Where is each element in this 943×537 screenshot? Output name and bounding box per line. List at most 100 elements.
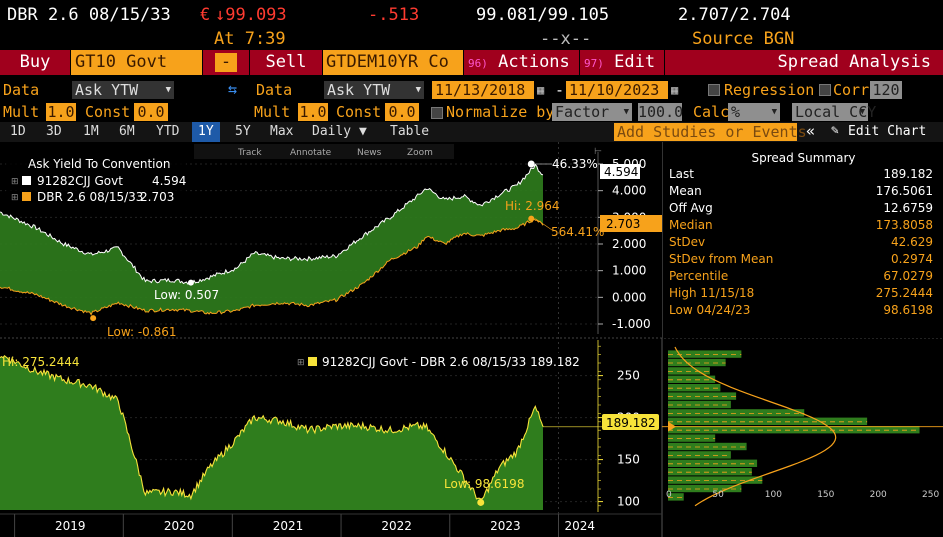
hist-xtick-label: 50: [712, 490, 724, 500]
histogram-bar: [668, 468, 752, 476]
tab-max[interactable]: Max: [270, 124, 294, 139]
tab-ytd[interactable]: YTD: [156, 124, 180, 139]
tab-5y[interactable]: 5Y: [235, 124, 251, 139]
expand-icon[interactable]: ⊞: [297, 358, 305, 368]
edit-menu[interactable]: 97) Edit ▾: [580, 50, 676, 75]
sell-button[interactable]: Sell: [250, 50, 322, 75]
summary-label: StDev: [669, 235, 706, 249]
summary-value: 42.629: [891, 235, 933, 249]
chevron-down-icon: ▼: [165, 85, 171, 95]
expand-icon[interactable]: ⊞: [11, 193, 19, 203]
edit-chart-button[interactable]: Edit Chart: [848, 124, 927, 139]
pencil-icon: ✎: [831, 123, 839, 138]
normalize-checkbox[interactable]: [431, 107, 443, 119]
tool-zoom[interactable]: Zoom: [407, 148, 433, 158]
ytick-label: 250: [617, 369, 640, 383]
calc-select[interactable]: % ▼: [728, 103, 780, 121]
last-price: ↓99.093: [215, 5, 287, 25]
lower-hi: Hi: 275.2444: [2, 355, 79, 369]
edit-number: 97): [584, 57, 604, 70]
summary-label: Median: [669, 218, 713, 232]
quote-subheader: At 7:39 --x-- Source BGN: [0, 28, 943, 50]
bid-ask: 99.081/99.105: [476, 5, 610, 25]
histogram-bar: [668, 400, 731, 409]
const1-input[interactable]: 0.0: [134, 103, 168, 121]
tab-1m[interactable]: 1M: [83, 124, 99, 139]
buy-button[interactable]: Buy: [0, 50, 70, 75]
quote-header: DBR 2.6 08/15/33 € ↓99.093 -.513 99.081/…: [0, 0, 943, 28]
tab-1d[interactable]: 1D: [10, 124, 26, 139]
tab-3d[interactable]: 3D: [46, 124, 62, 139]
hist-xtick-label: 200: [870, 490, 887, 500]
currency-select[interactable]: Local CCY ▼: [792, 103, 876, 121]
chevron-down-icon: ▼: [859, 107, 865, 117]
histogram-bar: [668, 367, 710, 375]
upper-legend-box: [6, 154, 186, 206]
summary-value: 176.5061: [875, 184, 933, 198]
data2-select[interactable]: Ask YTW ▼: [324, 81, 424, 99]
normalize-factor-input[interactable]: 100.0: [638, 103, 684, 121]
data1-label: Data: [3, 81, 40, 99]
mult2-input[interactable]: 1.0: [298, 103, 328, 121]
ytick-label: 1.000: [612, 264, 646, 278]
histogram-bar: [668, 434, 716, 442]
add-studies-input[interactable]: Add Studies or Events: [614, 123, 807, 141]
const1-label: Const: [85, 103, 131, 121]
tab-1y[interactable]: 1Y: [192, 122, 220, 142]
calendar-icon[interactable]: ▦: [671, 83, 679, 97]
summary-label: Low 04/24/23: [669, 303, 751, 317]
calendar-icon[interactable]: ▦: [537, 83, 545, 97]
spread-area: [0, 355, 543, 510]
corr-checkbox[interactable]: [819, 84, 831, 96]
year-label: 2020: [164, 519, 195, 533]
summary-value: 98.6198: [883, 303, 933, 317]
lower-legend-box: [292, 353, 590, 370]
bid-ask-yields: 2.707/2.704: [678, 5, 791, 25]
quote-size: --x--: [540, 29, 592, 49]
tab-6m[interactable]: 6M: [119, 124, 135, 139]
expand-icon[interactable]: ⊞: [11, 177, 19, 187]
year-label: 2024: [564, 519, 595, 533]
histogram-chart: 0 50 100 150 200 250: [662, 346, 943, 507]
tool-track[interactable]: Track: [237, 148, 262, 158]
minus-button[interactable]: -: [215, 53, 237, 72]
series1-value: 4.594: [152, 174, 186, 188]
series1-low-marker: [187, 279, 194, 286]
regression-checkbox[interactable]: [708, 84, 720, 96]
series1-high-marker: [527, 160, 535, 168]
swap-icon[interactable]: ⇆: [228, 80, 238, 98]
series2-swatch: [22, 192, 31, 201]
mult1-input[interactable]: 1.0: [46, 103, 76, 121]
date-to-input[interactable]: 11/10/2023: [566, 81, 668, 99]
sell-security-field[interactable]: GTDEM10YR Co: [323, 50, 463, 75]
upper-pct2: 564.41%: [551, 225, 604, 239]
period-tabbar: 1D 3D 1M 6M YTD 1Y 5Y Max Daily ▼ Table …: [0, 122, 943, 142]
summary-value: 275.2444: [875, 286, 933, 300]
date-from-input[interactable]: 11/13/2018: [432, 81, 534, 99]
actions-menu[interactable]: 96) Actions ▾: [464, 50, 590, 75]
summary-value: 12.6759: [883, 201, 933, 215]
crosshair-icon[interactable]: ⊢: [594, 147, 602, 157]
mult1-label: Mult: [3, 103, 40, 121]
collapse-icon[interactable]: «: [806, 122, 816, 140]
summary-row: Percentile 67.0279: [669, 269, 933, 286]
hist-xtick-label: 0: [666, 490, 672, 500]
normalize-method-select[interactable]: Factor ▼: [552, 103, 632, 121]
const2-input[interactable]: 0.0: [385, 103, 419, 121]
data1-select[interactable]: Ask YTW ▼: [72, 81, 174, 99]
chevron-down-icon: ▼: [623, 107, 629, 117]
tool-annotate[interactable]: Annotate: [290, 148, 332, 158]
mult2-label: Mult: [254, 103, 291, 121]
tab-table[interactable]: Table: [390, 124, 430, 139]
ytick-label: 100: [617, 495, 640, 509]
upper-low2: Low: -0.861: [107, 325, 177, 339]
histogram-bar: [668, 375, 716, 383]
corr-window-input[interactable]: 120: [870, 81, 902, 99]
spread-last-value: 189.182: [606, 416, 656, 430]
data2-value: Ask YTW: [327, 81, 391, 99]
security-name: DBR 2.6 08/15/33: [7, 5, 171, 25]
buy-security-field[interactable]: GT10 Govt: [71, 50, 202, 75]
frequency-dropdown[interactable]: Daily ▼: [312, 124, 367, 139]
data1-value: Ask YTW: [75, 81, 139, 99]
tool-news[interactable]: News: [357, 148, 382, 158]
